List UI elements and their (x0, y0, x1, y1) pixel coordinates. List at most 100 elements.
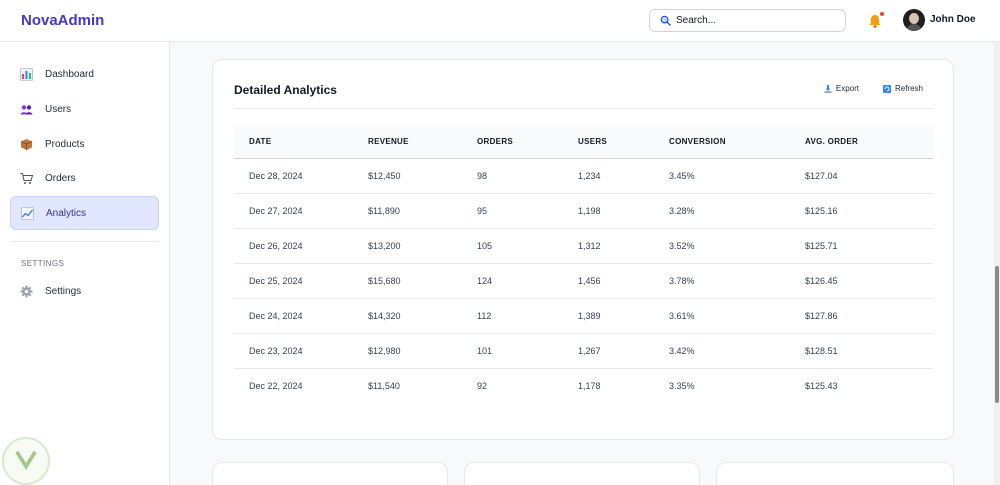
column-header-orders[interactable]: ORDERS (477, 125, 578, 159)
scrollbar-track[interactable] (994, 42, 1000, 485)
box-icon (20, 139, 33, 150)
sidebar-item-label: Products (45, 139, 85, 150)
sidebar: Dashboard Users Products Orders Anal (0, 42, 170, 485)
sidebar-item-label: Settings (45, 286, 82, 297)
cell-avg-order: $125.16 (805, 193, 933, 229)
table-row: Dec 25, 2024 $15,680 124 1,456 3.78% $12… (234, 263, 933, 299)
scrollbar-thumb[interactable] (995, 266, 999, 403)
sidebar-divider (10, 241, 159, 242)
gear-icon (20, 285, 33, 298)
table-row: Dec 23, 2024 $12,980 101 1,267 3.42% $12… (234, 333, 933, 369)
column-header-date[interactable]: DATE (234, 125, 368, 159)
cell-users: 1,267 (578, 333, 669, 369)
avatar[interactable] (903, 9, 925, 31)
card-actions: Export Refresh (824, 84, 923, 93)
bell-icon (869, 15, 881, 28)
cell-avg-order: $125.43 (805, 380, 838, 391)
column-header-users[interactable]: USERS (578, 125, 669, 159)
cell-avg-order: $127.86 (805, 298, 933, 334)
cell-users: 1,456 (578, 263, 669, 299)
cell-avg-order: $126.45 (805, 263, 933, 299)
app-logo[interactable]: NovaAdmin (21, 12, 105, 29)
sidebar-item-settings[interactable]: Settings (10, 275, 159, 308)
cell-orders: 124 (477, 263, 578, 299)
bar-chart-icon (20, 68, 33, 81)
cell-revenue: $14,320 (368, 298, 477, 334)
cell-users: 1,178 (578, 380, 601, 391)
cell-avg-order: $125.71 (805, 228, 933, 264)
cell-users: 1,234 (578, 158, 669, 194)
cell-revenue: $12,980 (368, 333, 477, 369)
cell-revenue: $11,540 (368, 380, 400, 391)
cell-users: 1,312 (578, 228, 669, 264)
refresh-icon (882, 84, 891, 93)
refresh-label: Refresh (894, 84, 923, 93)
analytics-table: DATE REVENUE ORDERS USERS CONVERSION AVG… (234, 125, 933, 403)
cart-icon (20, 173, 33, 184)
detailed-analytics-card: Detailed Analytics Export Refresh DATE (212, 59, 954, 440)
column-header-conversion[interactable]: CONVERSION (669, 125, 805, 159)
table-row: Dec 27, 2024 $11,890 95 1,198 3.28% $125… (234, 193, 933, 229)
table-row: Dec 28, 2024 $12,450 98 1,234 3.45% $127… (234, 158, 933, 194)
notifications-button[interactable] (866, 12, 884, 30)
download-icon (824, 84, 832, 93)
cell-date: Dec 23, 2024 (234, 333, 368, 369)
top-header: NovaAdmin John Doe (0, 0, 1000, 42)
sidebar-item-dashboard[interactable]: Dashboard (10, 58, 159, 91)
trend-chart-icon (21, 206, 34, 220)
card-title: Detailed Analytics (234, 83, 337, 97)
export-button[interactable]: Export (824, 84, 859, 93)
cell-conversion: 3.45% (669, 158, 805, 194)
cell-orders: 95 (477, 193, 578, 229)
user-name[interactable]: John Doe (930, 14, 976, 25)
cell-avg-order: $127.04 (805, 158, 933, 194)
cell-revenue: $12,450 (368, 158, 477, 194)
column-header-revenue[interactable]: REVENUE (368, 125, 477, 159)
cell-revenue: $11,890 (368, 193, 477, 229)
cell-orders: 98 (477, 158, 578, 194)
cell-orders: 112 (477, 298, 578, 334)
cell-conversion: 3.52% (669, 228, 805, 264)
sidebar-item-label: Orders (45, 173, 76, 184)
summary-card (212, 462, 448, 485)
table-header-row: DATE REVENUE ORDERS USERS CONVERSION AVG… (234, 125, 933, 159)
table-row: Dec 24, 2024 $14,320 112 1,389 3.61% $12… (234, 298, 933, 334)
search-input[interactable] (676, 15, 836, 26)
avatar-body (906, 24, 922, 31)
search-box[interactable] (649, 9, 846, 32)
sidebar-item-label: Users (45, 104, 72, 115)
table-row: Dec 26, 2024 $13,200 105 1,312 3.52% $12… (234, 228, 933, 264)
users-icon (20, 105, 33, 115)
summary-card (464, 462, 700, 485)
sidebar-item-label: Dashboard (45, 69, 94, 80)
sidebar-item-users[interactable]: Users (10, 93, 159, 126)
settings-section-label: SETTINGS (21, 259, 65, 268)
cell-conversion: 3.28% (669, 193, 805, 229)
cell-date: Dec 24, 2024 (234, 298, 368, 334)
avatar-face (909, 13, 919, 24)
cell-date: Dec 26, 2024 (234, 228, 368, 264)
table-row: Dec 22, 2024 $11,540 92 1,178 3.35% $125… (234, 368, 933, 403)
cell-revenue: $15,680 (368, 263, 477, 299)
refresh-button[interactable]: Refresh (882, 84, 923, 93)
summary-card (716, 462, 954, 485)
cell-date: Dec 25, 2024 (234, 263, 368, 299)
cell-conversion: 3.35% (669, 380, 695, 391)
card-divider (234, 108, 933, 109)
cell-date: Dec 27, 2024 (234, 193, 368, 229)
sidebar-item-orders[interactable]: Orders (10, 162, 159, 195)
notification-dot (880, 12, 884, 16)
cell-orders: 105 (477, 228, 578, 264)
search-icon (660, 15, 671, 26)
cell-orders: 92 (477, 380, 488, 391)
cell-conversion: 3.78% (669, 263, 805, 299)
cell-date: Dec 22, 2024 (249, 380, 303, 391)
cell-avg-order: $128.51 (805, 333, 933, 369)
cell-conversion: 3.42% (669, 333, 805, 369)
sidebar-item-products[interactable]: Products (10, 128, 159, 161)
cell-users: 1,389 (578, 298, 669, 334)
column-header-avg-order[interactable]: AVG. ORDER (805, 125, 933, 159)
sidebar-item-analytics[interactable]: Analytics (10, 196, 159, 230)
cell-revenue: $13,200 (368, 228, 477, 264)
cell-orders: 101 (477, 333, 578, 369)
